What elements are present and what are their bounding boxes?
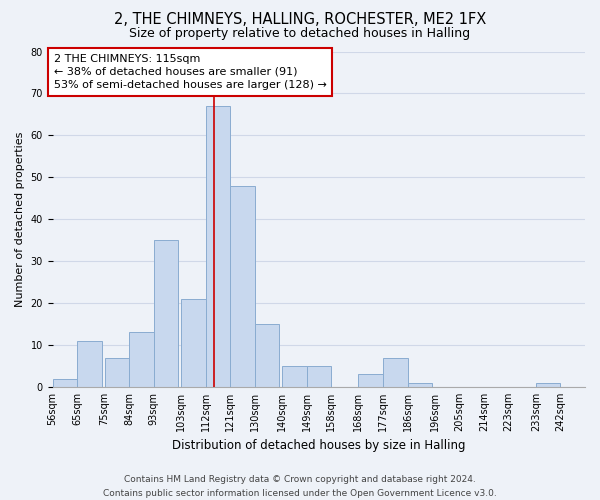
Bar <box>358 374 383 387</box>
Bar <box>383 358 407 387</box>
X-axis label: Distribution of detached houses by size in Halling: Distribution of detached houses by size … <box>172 440 466 452</box>
Y-axis label: Number of detached properties: Number of detached properties <box>15 132 25 307</box>
Bar <box>282 366 307 387</box>
Bar <box>129 332 154 387</box>
Text: Contains HM Land Registry data © Crown copyright and database right 2024.
Contai: Contains HM Land Registry data © Crown c… <box>103 476 497 498</box>
Bar <box>181 299 206 387</box>
Text: 2, THE CHIMNEYS, HALLING, ROCHESTER, ME2 1FX: 2, THE CHIMNEYS, HALLING, ROCHESTER, ME2… <box>114 12 486 28</box>
Bar <box>77 341 102 387</box>
Bar <box>230 186 254 387</box>
Bar <box>307 366 331 387</box>
Bar <box>536 382 560 387</box>
Bar <box>254 324 279 387</box>
Bar <box>53 378 77 387</box>
Bar <box>206 106 230 387</box>
Bar <box>104 358 129 387</box>
Bar <box>407 382 432 387</box>
Bar <box>154 240 178 387</box>
Text: 2 THE CHIMNEYS: 115sqm
← 38% of detached houses are smaller (91)
53% of semi-det: 2 THE CHIMNEYS: 115sqm ← 38% of detached… <box>54 54 327 90</box>
Text: Size of property relative to detached houses in Halling: Size of property relative to detached ho… <box>130 28 470 40</box>
